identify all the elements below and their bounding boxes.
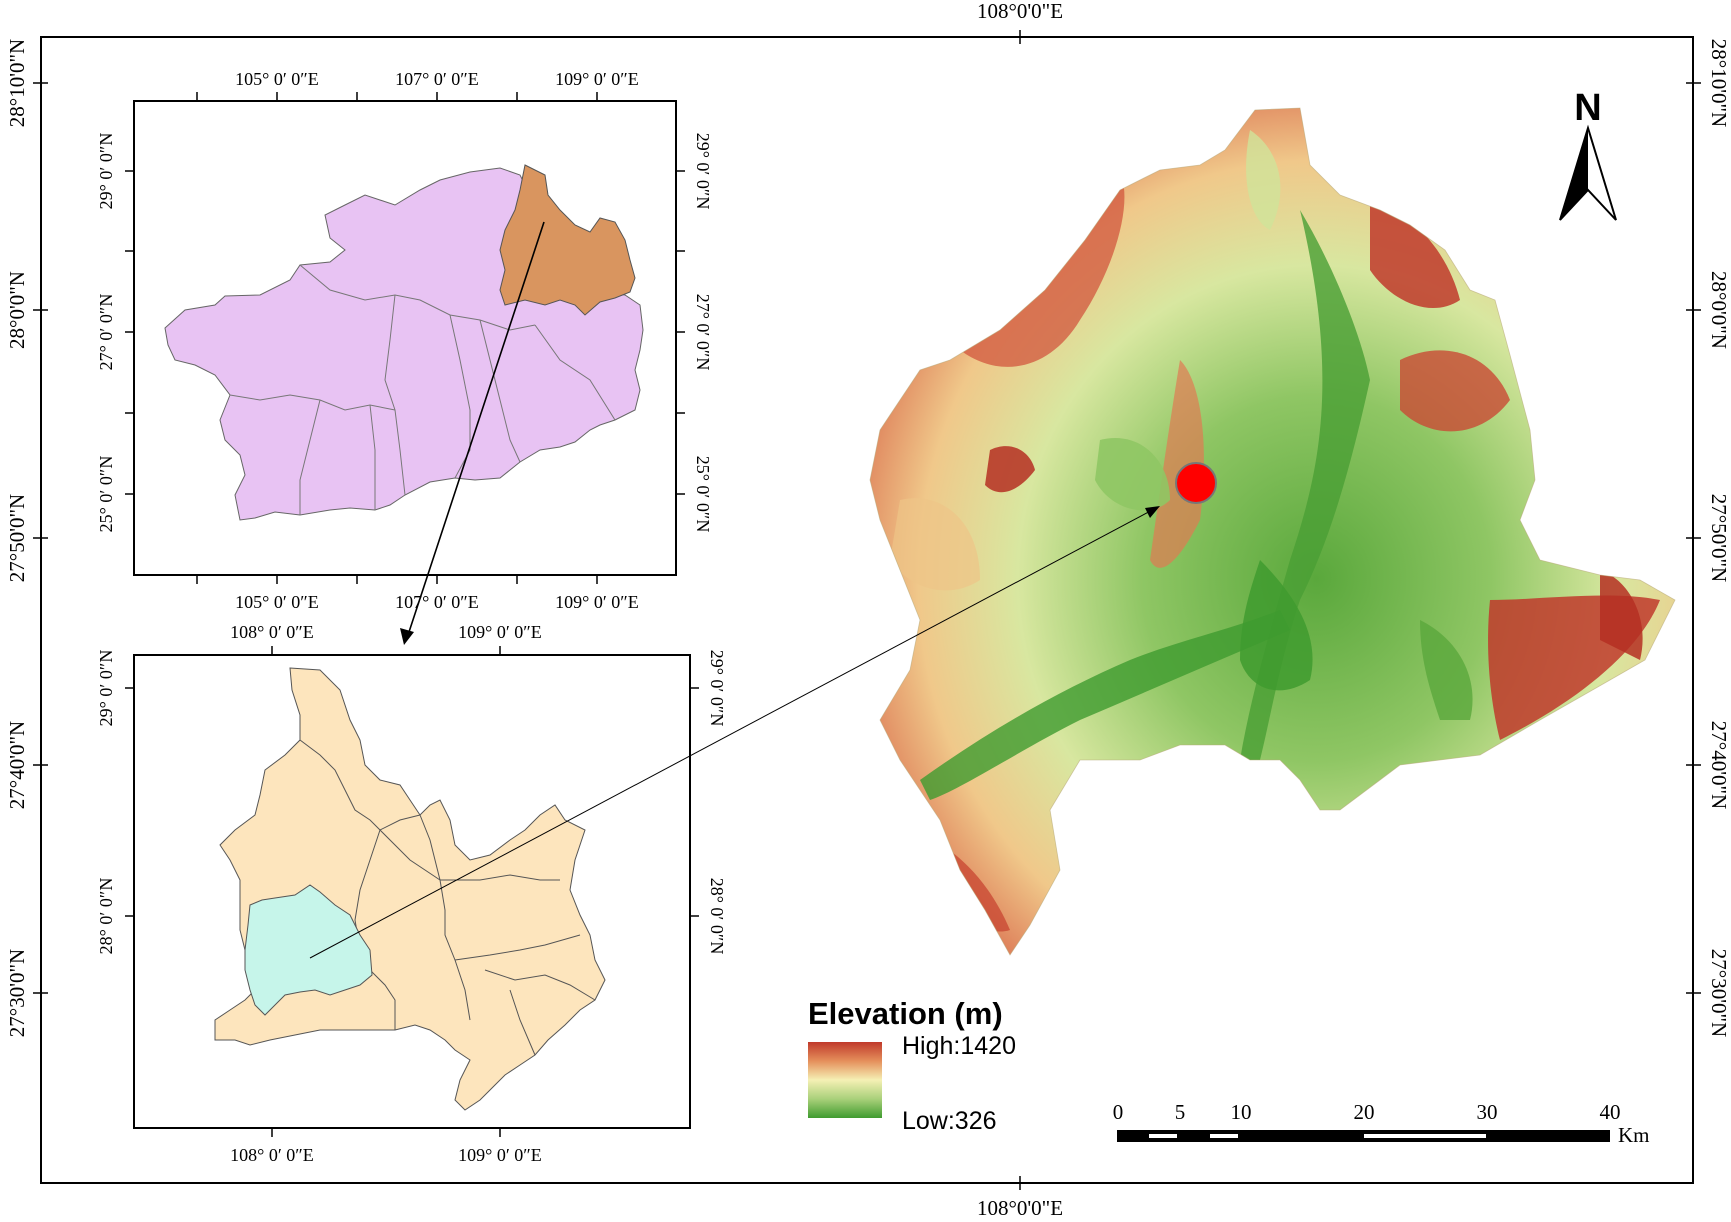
scale-unit: Km [1618,1123,1650,1147]
lat-label-left: 27°30'0"N [5,949,29,1037]
inset-link-arrow [400,221,545,645]
north-arrow-icon: N [1559,87,1617,221]
highlighted-county [244,884,373,1016]
lat-label-right: 27°50'0"N [1707,494,1731,582]
lat-label-left: 28°0'0"N [5,271,29,349]
inset-lat-label: 29° 0′ 0″N [96,133,116,210]
inset-lat-label: 25° 0′ 0″N [693,456,713,533]
scale-tick: 30 [1477,1100,1498,1124]
inset-lat-label: 29° 0′ 0″N [693,133,713,210]
inset-lat-label: 29° 0′ 0″N [707,650,727,727]
bottom-longitude-label: 108°0'0"E [977,1196,1063,1220]
inset-lon-label: 105° 0′ 0″E [235,69,319,89]
inset-lat-label: 28° 0′ 0″N [707,878,727,955]
lat-label-left: 28°10'0"N [5,39,29,127]
scale-tick: 20 [1354,1100,1375,1124]
inset-lat-label: 25° 0′ 0″N [96,456,116,533]
lat-label-left: 27°50'0"N [5,494,29,582]
legend-high-label: High:1420 [902,1032,1016,1060]
inset-lon-label: 109° 0′ 0″E [458,622,542,642]
lat-label-right: 28°10'0"N [1707,39,1731,127]
right-latitude-labels: 28°10'0"N 28°0'0"N 27°50'0"N 27°40'0"N 2… [1686,39,1731,1037]
legend-title: Elevation (m) [808,996,1003,1031]
prefecture-shape [214,667,606,1111]
study-site-connector [309,506,1160,959]
study-site-marker [1175,462,1217,504]
lat-label-right: 28°0'0"N [1707,271,1731,349]
legend-color-ramp [808,1042,882,1118]
lat-label-right: 27°30'0"N [1707,949,1731,1037]
inset-lon-label: 107° 0′ 0″E [395,592,479,612]
prefecture-inset: 108° 0′ 0″E 109° 0′ 0″E 108° 0′ 0″E 109°… [96,622,727,1165]
inset-lon-label: 108° 0′ 0″E [230,622,314,642]
lat-label-right: 27°40'0"N [1707,721,1731,809]
top-longitude-label: 108°0'0"E [977,0,1063,23]
inset-lon-label: 109° 0′ 0″E [555,592,639,612]
inset-lat-label: 27° 0′ 0″N [96,294,116,371]
inset-lon-label: 108° 0′ 0″E [230,1145,314,1165]
inset-lat-label: 28° 0′ 0″N [96,878,116,955]
scale-tick: 0 [1113,1100,1124,1124]
inset-lat-label: 27° 0′ 0″N [693,294,713,371]
elevation-legend: Elevation (m) High:1420 Low:326 [808,996,1016,1135]
inset-lon-label: 105° 0′ 0″E [235,592,319,612]
north-arrow-label: N [1574,87,1601,129]
legend-low-label: Low:326 [902,1107,997,1135]
inset-lon-label: 109° 0′ 0″E [458,1145,542,1165]
left-latitude-labels: 28°10'0"N 28°0'0"N 27°50'0"N 27°40'0"N 2… [5,39,48,1037]
scale-tick: 5 [1175,1100,1186,1124]
inset-lat-label: 29° 0′ 0″N [96,650,116,727]
scale-tick: 40 [1600,1100,1621,1124]
inset-lon-label: 107° 0′ 0″E [395,69,479,89]
scale-tick: 10 [1231,1100,1252,1124]
province-inset: 105° 0′ 0″E 107° 0′ 0″E 109° 0′ 0″E 105°… [96,69,713,612]
scale-bar: 0 5 10 20 30 40 Km [1113,1100,1650,1147]
highlighted-region [499,164,636,316]
lat-label-left: 27°40'0"N [5,721,29,809]
inset-lon-label: 109° 0′ 0″E [555,69,639,89]
